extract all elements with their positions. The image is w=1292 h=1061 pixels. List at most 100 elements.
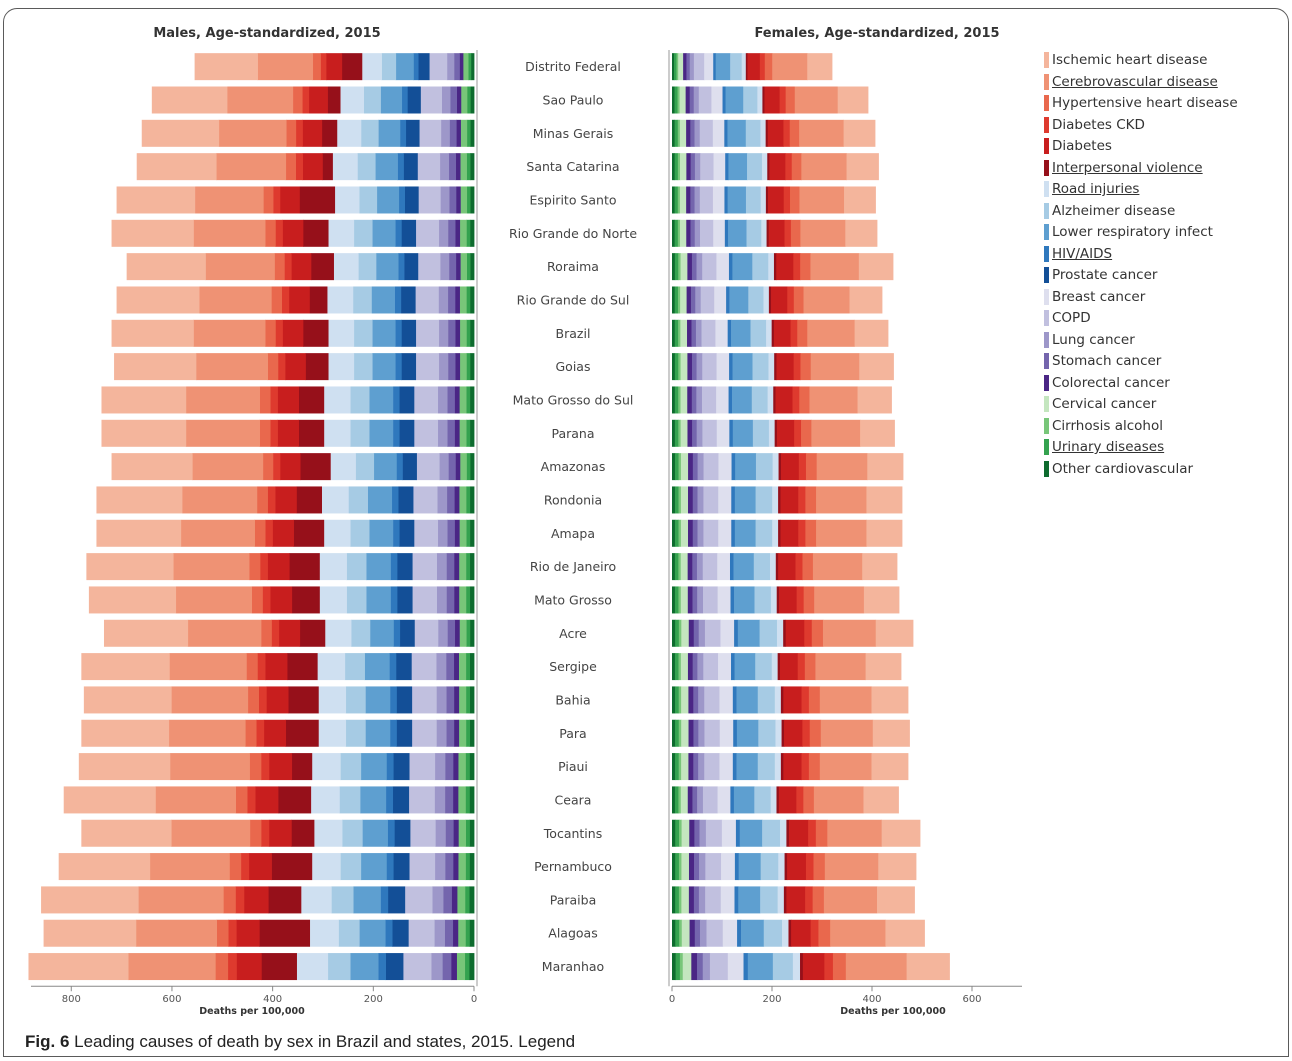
male-bar-espirito-santo-lung-cancer — [440, 186, 450, 214]
male-bar-rio-grande-do-norte-urinary-diseases — [466, 219, 471, 247]
male-bar-minas-gerais-prostate-cancer — [405, 119, 420, 147]
females-x-tick-label: 0 — [669, 994, 675, 1005]
male-bar-minas-gerais-other-cardiovascular — [470, 119, 475, 147]
state-label: Rio de Janeiro — [530, 559, 616, 574]
male-bar-para-ischemic-heart-disease — [81, 719, 170, 747]
female-bar-tocantins-lower-respiratory-infect — [739, 819, 763, 847]
legend-item-other-cardiovascular[interactable]: Other cardiovascular — [1044, 459, 1238, 481]
male-bar-minas-gerais-hiv-aids — [399, 119, 407, 147]
female-bar-mato-grosso-do-sul-alzheimer-disease — [751, 386, 769, 414]
male-bar-distrito-federal-ischemic-heart-disease — [194, 53, 258, 81]
males-x-tick-label: 600 — [162, 994, 181, 1005]
female-bar-mato-grosso-lower-respiratory-infect — [734, 586, 755, 614]
legend-item-colorectal-cancer[interactable]: Colorectal cancer — [1044, 373, 1238, 395]
female-bar-pernambuco-copd — [705, 853, 722, 881]
male-bar-bahia-ischemic-heart-disease — [83, 686, 172, 714]
legend-item-breast-cancer[interactable]: Breast cancer — [1044, 287, 1238, 309]
female-bar-piaui-cirrhosis-alcohol — [678, 753, 682, 781]
male-bar-espirito-santo-road-injuries — [334, 186, 360, 214]
female-bar-espirito-santo-road-injuries — [760, 186, 767, 214]
female-bar-para-ischemic-heart-disease — [872, 719, 910, 747]
female-bar-brazil-diabetes-ckd — [790, 319, 798, 347]
female-bar-espirito-santo-cervical-cancer — [679, 186, 687, 214]
male-bar-piaui-hiv-aids — [386, 753, 394, 781]
female-bar-goias-breast-cancer — [716, 353, 730, 381]
legend-item-alzheimer-disease[interactable]: Alzheimer disease — [1044, 201, 1238, 223]
female-bar-ceara-copd — [702, 786, 718, 814]
legend-item-lower-respiratory-infect[interactable]: Lower respiratory infect — [1044, 222, 1238, 244]
male-bar-mato-grosso-hiv-aids — [390, 586, 398, 614]
male-bar-mato-grosso-copd — [412, 586, 437, 614]
legend-item-urinary-diseases[interactable]: Urinary diseases — [1044, 437, 1238, 459]
female-bar-mato-grosso-do-sul-lower-respiratory-infect — [731, 386, 753, 414]
male-bar-santa-catarina-diabetes-ckd — [295, 153, 303, 181]
state-label: Amazonas — [541, 459, 606, 474]
legend-item-diabetes[interactable]: Diabetes — [1044, 136, 1238, 158]
male-bar-santa-catarina-colorectal-cancer — [455, 153, 461, 181]
legend-item-stomach-cancer[interactable]: Stomach cancer — [1044, 351, 1238, 373]
legend-item-copd[interactable]: COPD — [1044, 308, 1238, 330]
female-bar-mato-grosso-do-sul-road-injuries — [767, 386, 774, 414]
male-bar-rio-de-janeiro-road-injuries — [319, 553, 347, 581]
legend-item-lung-cancer[interactable]: Lung cancer — [1044, 330, 1238, 352]
legend-swatch — [1044, 245, 1049, 262]
legend-swatch — [1044, 288, 1049, 305]
legend-item-diabetes-ckd[interactable]: Diabetes CKD — [1044, 115, 1238, 137]
female-bar-parana-lower-respiratory-infect — [732, 419, 754, 447]
female-bar-rondonia-interpersonal-violence — [778, 486, 781, 514]
male-bar-minas-gerais-ischemic-heart-disease — [141, 119, 220, 147]
female-bar-alagoas-breast-cancer — [722, 919, 738, 947]
male-bar-espirito-santo-cerebrovascular-disease — [194, 186, 264, 214]
male-bar-mato-grosso-cirrhosis-alcohol — [458, 586, 467, 614]
legend-item-hiv-aids[interactable]: HIV/AIDS — [1044, 244, 1238, 266]
female-bar-piaui-stomach-cancer — [693, 753, 699, 781]
female-bar-goias-lung-cancer — [696, 353, 703, 381]
female-bar-acre-stomach-cancer — [693, 619, 700, 647]
male-bar-alagoas-hypertensive-heart-disease — [216, 919, 229, 947]
male-bar-tocantins-copd — [409, 819, 436, 847]
legend-item-hypertensive-heart-disease[interactable]: Hypertensive heart disease — [1044, 93, 1238, 115]
female-bar-minas-gerais-stomach-cancer — [690, 119, 695, 147]
female-bar-amapa-road-injuries — [772, 519, 779, 547]
male-bar-tocantins-stomach-cancer — [445, 819, 454, 847]
female-bar-santa-catarina-interpersonal-violence — [767, 153, 770, 181]
male-bar-amapa-diabetes — [272, 519, 294, 547]
female-bar-bahia-cirrhosis-alcohol — [678, 686, 682, 714]
male-bar-sao-paulo-diabetes-ckd — [302, 86, 310, 114]
legend-item-prostate-cancer[interactable]: Prostate cancer — [1044, 265, 1238, 287]
female-bar-distrito-federal-cirrhosis-alcohol — [676, 53, 679, 81]
female-bar-sergipe-copd — [703, 653, 719, 681]
female-bar-goias-stomach-cancer — [691, 353, 697, 381]
male-bar-piaui-lung-cancer — [434, 753, 446, 781]
male-bar-mato-grosso-do-sul-hypertensive-heart-disease — [259, 386, 271, 414]
female-bar-espirito-santo-hiv-aids — [724, 186, 728, 214]
female-bar-sao-paulo-diabetes — [764, 86, 780, 114]
legend-item-cervical-cancer[interactable]: Cervical cancer — [1044, 394, 1238, 416]
female-bar-pernambuco-diabetes-ckd — [805, 853, 814, 881]
legend-item-cerebrovascular-disease[interactable]: Cerebrovascular disease — [1044, 72, 1238, 94]
female-bar-distrito-federal-stomach-cancer — [686, 53, 691, 81]
state-label: Alagoas — [548, 926, 597, 941]
legend-item-interpersonal-violence[interactable]: Interpersonal violence — [1044, 158, 1238, 180]
female-bar-para-diabetes — [784, 719, 803, 747]
male-bar-brazil-diabetes-ckd — [275, 319, 283, 347]
male-bar-brazil-colorectal-cancer — [455, 319, 461, 347]
female-bar-piaui-copd — [704, 753, 720, 781]
male-bar-santa-catarina-interpersonal-violence — [322, 153, 333, 181]
male-bar-paraiba-stomach-cancer — [443, 886, 452, 914]
female-bar-piaui-cerebrovascular-disease — [819, 753, 872, 781]
female-bar-pernambuco-cerebrovascular-disease — [824, 853, 879, 881]
female-bar-rio-grande-do-sul-urinary-diseases — [674, 286, 679, 314]
males-x-axis-label: Deaths per 100,000 — [199, 1006, 305, 1017]
female-bar-roraima-other-cardiovascular — [672, 253, 676, 281]
legend-item-ischemic-heart-disease[interactable]: Ischemic heart disease — [1044, 50, 1238, 72]
male-bar-alagoas-road-injuries — [309, 919, 339, 947]
female-bar-mato-grosso-interpersonal-violence — [776, 586, 780, 614]
male-bar-amazonas-hypertensive-heart-disease — [262, 453, 274, 481]
male-bar-paraiba-interpersonal-violence — [268, 886, 302, 914]
female-bar-rio-grande-do-norte-copd — [700, 219, 714, 247]
female-bar-santa-catarina-copd — [700, 153, 714, 181]
female-bar-goias-alzheimer-disease — [752, 353, 769, 381]
legend-item-cirrhosis-alcohol[interactable]: Cirrhosis alcohol — [1044, 416, 1238, 438]
legend-item-road-injuries[interactable]: Road injuries — [1044, 179, 1238, 201]
